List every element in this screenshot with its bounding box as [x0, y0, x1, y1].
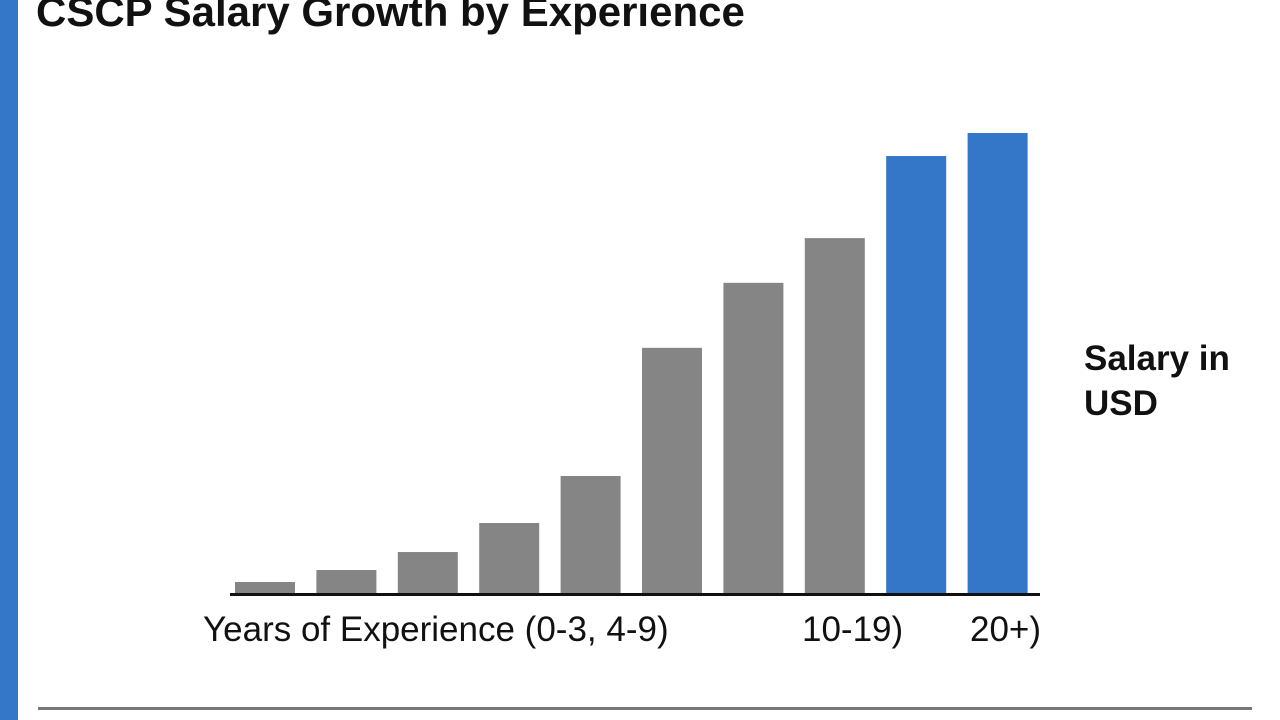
bar-4 [479, 523, 540, 594]
x-axis-label-part: 10-19) [802, 610, 904, 649]
bar-5 [560, 475, 621, 594]
x-axis-label-part: 20+) [970, 610, 1042, 649]
bar-3 [397, 552, 458, 594]
footer-divider [38, 707, 1252, 710]
bar-6 [642, 347, 702, 594]
bar-2 [316, 570, 377, 594]
bar-7 [723, 282, 784, 594]
accent-stripe [0, 0, 18, 720]
bar-1 [235, 582, 295, 594]
x-axis-label: Years of Experience (0-3, 4-9) [203, 610, 669, 649]
bar-8 [804, 238, 865, 594]
y-axis-label: Salary in USD [1084, 339, 1230, 423]
bar-9 [886, 156, 947, 595]
bar-10 [967, 133, 1028, 594]
chart-title: CSCP Salary Growth by Experience [36, 0, 745, 35]
